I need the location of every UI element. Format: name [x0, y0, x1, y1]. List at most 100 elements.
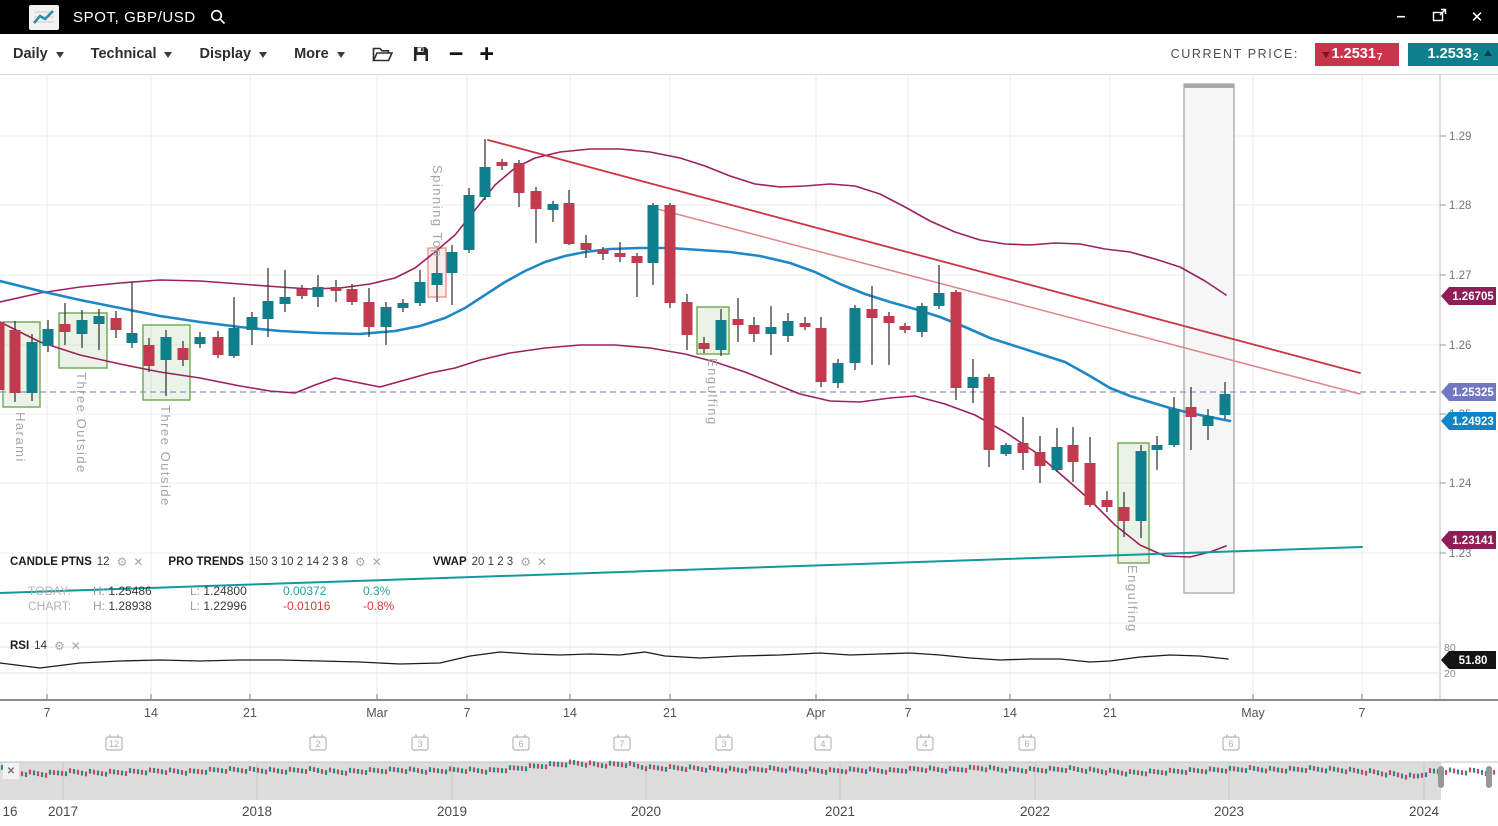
navigator-bar: [516, 765, 520, 771]
navigator-bar: [856, 767, 860, 773]
calendar-icon[interactable]: [309, 736, 327, 751]
calendar-icon[interactable]: [411, 736, 429, 751]
navigator-bar: [452, 767, 456, 772]
navigator-bar: [344, 770, 348, 776]
popout-button[interactable]: [1430, 8, 1448, 26]
menu-technical-label: Technical: [90, 46, 157, 62]
candle-body: [1017, 443, 1029, 453]
navigator-bar: [60, 770, 64, 776]
navigator-right-handle[interactable]: [1486, 766, 1492, 788]
save-icon[interactable]: [413, 46, 429, 62]
navigator-bar: [1260, 767, 1264, 773]
calendar-icon[interactable]: [1018, 736, 1036, 751]
calendar-count: 3: [721, 739, 726, 749]
menu-technical[interactable]: Technical: [91, 46, 173, 62]
candle-body: [9, 330, 21, 393]
calendar-icon[interactable]: [613, 736, 631, 751]
navigator-bar: [280, 769, 284, 775]
zoom-out-button[interactable]: −: [448, 40, 464, 68]
candle-body: [950, 292, 962, 388]
remove-indicator-icon[interactable]: ✕: [371, 555, 382, 569]
navigator-bar: [312, 767, 316, 772]
navigator-bar: [284, 769, 288, 775]
navigator-bar: [920, 767, 924, 773]
menu-display[interactable]: Display: [199, 46, 268, 62]
calendar-icon[interactable]: [512, 736, 530, 751]
navigator-bar: [560, 762, 564, 768]
navigator-bar: [1272, 766, 1276, 772]
navigator-bar: [808, 766, 812, 772]
candle-body: [698, 343, 710, 349]
navigator-bar: [1076, 767, 1080, 772]
x-tick-label: May: [1241, 706, 1265, 720]
navigator-bar: [1428, 768, 1432, 773]
candle-body: [1118, 507, 1130, 521]
navigator-bar: [236, 767, 240, 773]
navigator-bar: [828, 767, 832, 772]
navigator-bar: [176, 769, 180, 774]
navigator-left-handle[interactable]: [1438, 766, 1444, 788]
navigator-bar: [52, 770, 56, 775]
navigator-bar: [40, 772, 44, 777]
window-title: SPOT, GBP/USD: [73, 8, 196, 26]
remove-indicator-icon[interactable]: ✕: [133, 555, 144, 569]
gear-icon[interactable]: ⚙: [354, 555, 366, 569]
gear-icon[interactable]: ⚙: [53, 639, 65, 653]
menu-timeframe[interactable]: Daily: [13, 46, 64, 62]
navigator-bar: [1180, 769, 1184, 775]
candle-body: [681, 302, 693, 335]
navigator-bar: [340, 770, 344, 776]
gear-icon[interactable]: ⚙: [520, 555, 531, 569]
menu-display-label: Display: [199, 46, 252, 62]
navigator-bar: [1308, 765, 1312, 770]
navigator-bar: [824, 769, 828, 775]
remove-indicator-icon[interactable]: ✕: [70, 639, 81, 653]
gear-icon[interactable]: ⚙: [116, 555, 128, 569]
navigator-bar: [544, 764, 548, 770]
calendar-count: 3: [417, 739, 422, 749]
navigator-bar: [460, 768, 464, 774]
calendar-icon[interactable]: [916, 736, 934, 751]
candle-body: [42, 329, 54, 346]
navigator-bar: [140, 769, 144, 775]
navigator-year-label: 2018: [242, 804, 272, 819]
navigator-year-label: 16: [2, 804, 17, 819]
navigator-bar: [580, 761, 584, 767]
candle-body: [1034, 452, 1046, 466]
navigator-bar: [144, 770, 148, 776]
navigator-bar: [1340, 768, 1344, 774]
navigator-bar: [1368, 768, 1372, 773]
close-button[interactable]: ✕: [1470, 9, 1484, 26]
navigator-bar: [1116, 769, 1120, 775]
navigator-bar: [976, 765, 980, 771]
search-icon[interactable]: [209, 8, 227, 26]
zoom-in-button[interactable]: +: [479, 40, 494, 68]
navigator-bar: [188, 768, 192, 773]
minimize-button[interactable]: –: [1396, 8, 1406, 25]
remove-indicator-icon[interactable]: ✕: [536, 555, 548, 569]
open-folder-icon[interactable]: [371, 46, 393, 63]
menu-more[interactable]: More: [294, 46, 345, 62]
indicator-pro-trends: PRO TRENDS 150 3 10 2 14 2 3 8 ⚙ ✕: [168, 555, 387, 569]
navigator-bar: [708, 765, 712, 770]
navigator-bar: [676, 765, 680, 771]
navigator-year-label: 2017: [48, 804, 78, 819]
navigator-bar: [348, 767, 352, 773]
calendar-icon[interactable]: [1222, 736, 1240, 751]
navigator-close-button[interactable]: ✕: [3, 763, 19, 779]
navigator-bar: [620, 762, 624, 768]
navigator-bar: [168, 767, 172, 773]
candle-body: [110, 318, 122, 330]
calendar-icon[interactable]: [105, 736, 123, 751]
navigator-bar: [1128, 769, 1132, 774]
navigator-bar: [1176, 769, 1180, 774]
navigator-bar: [456, 767, 460, 773]
calendar-icon[interactable]: [814, 736, 832, 751]
navigator-bar: [1256, 766, 1260, 772]
calendar-icon[interactable]: [715, 736, 733, 751]
navigator-bar: [1240, 767, 1244, 773]
navigator-bar: [880, 769, 884, 774]
navigator-bar: [172, 768, 176, 774]
navigator-bar: [872, 767, 876, 773]
